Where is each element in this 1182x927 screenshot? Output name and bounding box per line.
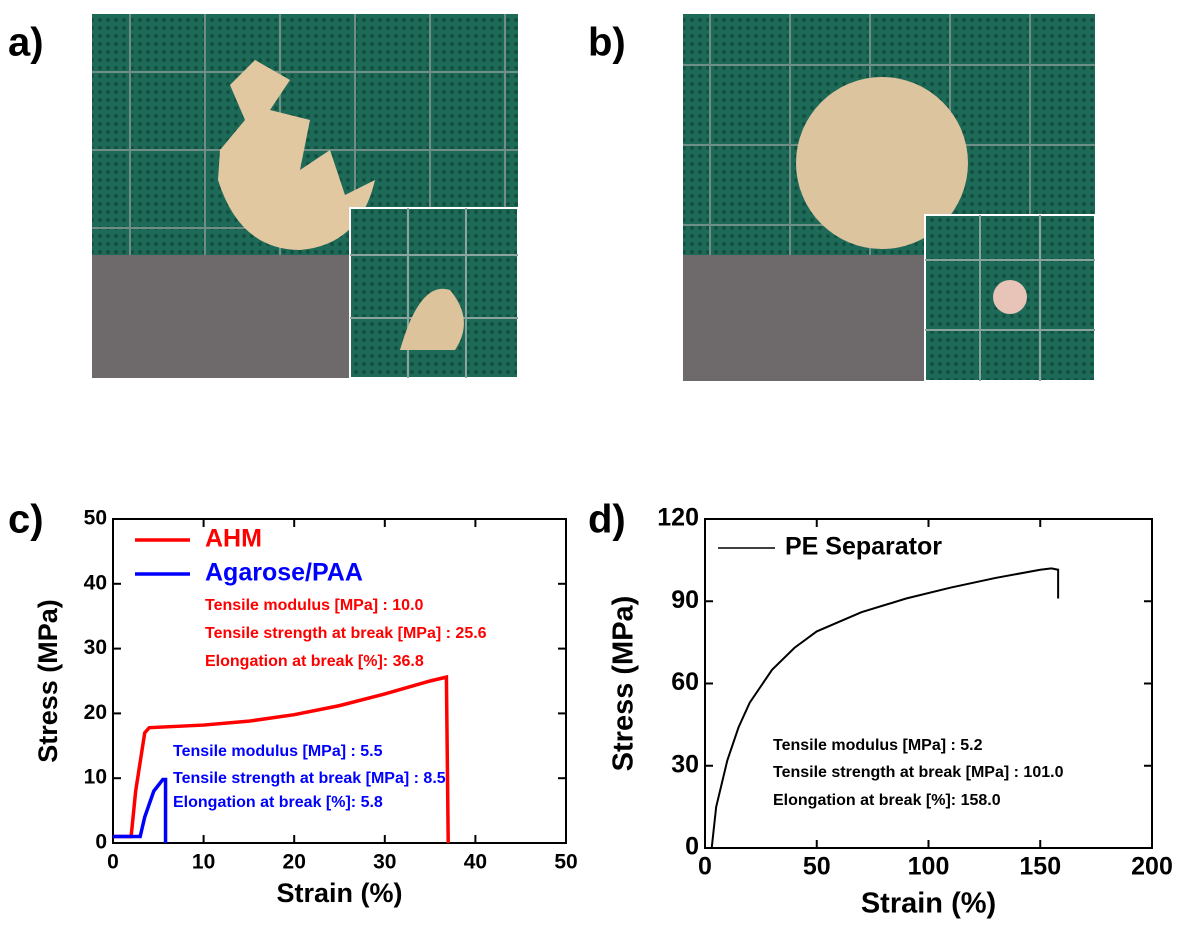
annotation: Tensile strength at break [MPa] : 101.0: [773, 764, 1064, 781]
y-axis-label: Stress (MPa): [608, 596, 640, 772]
annotation: Tensile modulus [MPa] : 5.5: [173, 743, 383, 760]
annotation: Elongation at break [%]: 5.8: [173, 794, 383, 811]
x-tick-label: 10: [192, 851, 215, 874]
x-tick-label: 100: [908, 853, 950, 881]
x-tick-label: 150: [1019, 853, 1061, 881]
annotation: Tensile strength at break [MPa] : 25.6: [205, 625, 487, 642]
x-tick-label: 40: [464, 851, 487, 874]
data-line: [113, 779, 166, 843]
annotation: Tensile modulus [MPa] : 10.0: [205, 597, 424, 614]
y-tick-label: 10: [84, 766, 107, 789]
annotation: Elongation at break [%]: 158.0: [773, 792, 1001, 809]
panel-label: c): [8, 498, 44, 542]
x-axis-label: Strain (%): [276, 878, 402, 908]
x-tick-label: 0: [107, 851, 119, 874]
panel-label: b): [588, 21, 626, 65]
legend-label: AHM: [205, 525, 262, 553]
y-tick-label: 90: [671, 586, 699, 614]
y-tick-label: 0: [95, 831, 107, 854]
x-axis-label: Strain (%): [861, 888, 996, 920]
y-tick-label: 20: [84, 701, 107, 724]
y-tick-label: 120: [657, 504, 699, 532]
x-tick-label: 50: [554, 851, 577, 874]
y-tick-label: 30: [84, 636, 107, 659]
y-tick-label: 40: [84, 571, 107, 594]
y-tick-label: 50: [84, 507, 107, 530]
x-tick-label: 0: [698, 853, 712, 881]
legend-label: PE Separator: [785, 533, 942, 561]
panel-label: d): [588, 498, 626, 542]
x-tick-label: 200: [1131, 853, 1173, 881]
y-tick-label: 30: [671, 750, 699, 778]
y-tick-label: 60: [671, 668, 699, 696]
annotation: Elongation at break [%]: 36.8: [205, 653, 424, 670]
legend-label: Agarose/PAA: [205, 559, 363, 587]
photo-b: [683, 14, 1095, 381]
x-tick-label: 50: [803, 853, 831, 881]
panel-label: a): [8, 21, 44, 65]
x-tick-label: 20: [283, 851, 306, 874]
annotation: Tensile strength at break [MPa] : 8.5: [173, 770, 446, 787]
figure: a) b) c) d) 0 10 20 30 40 50 0 10 20 30 40 50 Strain (%)…: [0, 0, 1182, 927]
annotation: Tensile modulus [MPa] : 5.2: [773, 737, 983, 754]
x-tick-label: 30: [373, 851, 396, 874]
y-tick-label: 0: [685, 833, 699, 861]
y-axis-label: Stress (MPa): [33, 599, 63, 763]
photo-a: [92, 14, 518, 378]
